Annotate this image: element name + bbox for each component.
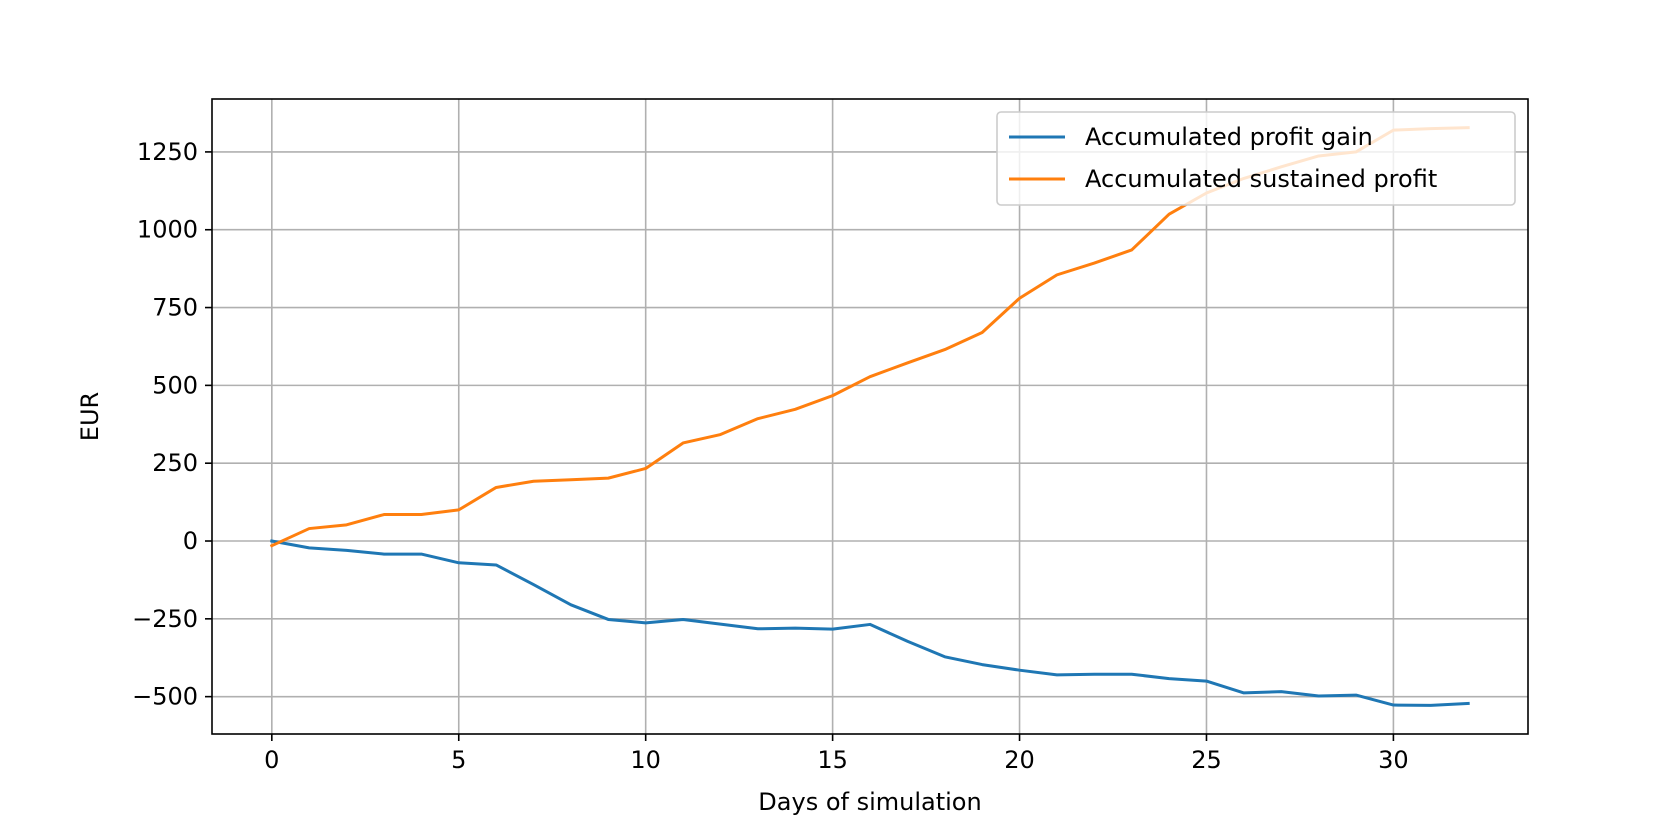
series-line-1 [270,539,1470,707]
legend-label-2: Accumulated sustained profit [1085,165,1437,193]
x-tick-label: 20 [1004,746,1035,774]
legend-label-1: Accumulated profit gain [1085,123,1373,151]
x-axis-label: Days of simulation [758,788,981,816]
y-tick-label: 750 [152,294,198,322]
x-tick-label: 10 [630,746,661,774]
y-tick-label: 500 [152,371,198,399]
x-tick-label: 5 [451,746,466,774]
y-tick-label: −250 [132,605,198,633]
y-tick-label: 0 [183,527,198,555]
x-tick-label: 30 [1378,746,1409,774]
y-tick-label: 250 [152,449,198,477]
y-tick-label: 1000 [137,216,198,244]
y-tick-label: −500 [132,683,198,711]
axis-ticks: 0 5 10 15 20 25 30 −500 −250 0 250 500 750 1000 1250 [132,138,1409,774]
x-tick-label: 25 [1191,746,1222,774]
x-tick-label: 15 [817,746,848,774]
plot-frame [211,98,1529,735]
x-tick-label: 0 [264,746,279,774]
y-tick-label: 1250 [137,138,198,166]
legend: Accumulated profit gain Accumulated susta… [996,111,1516,206]
y-axis-label: EUR [76,392,104,441]
legend-box [996,111,1516,206]
